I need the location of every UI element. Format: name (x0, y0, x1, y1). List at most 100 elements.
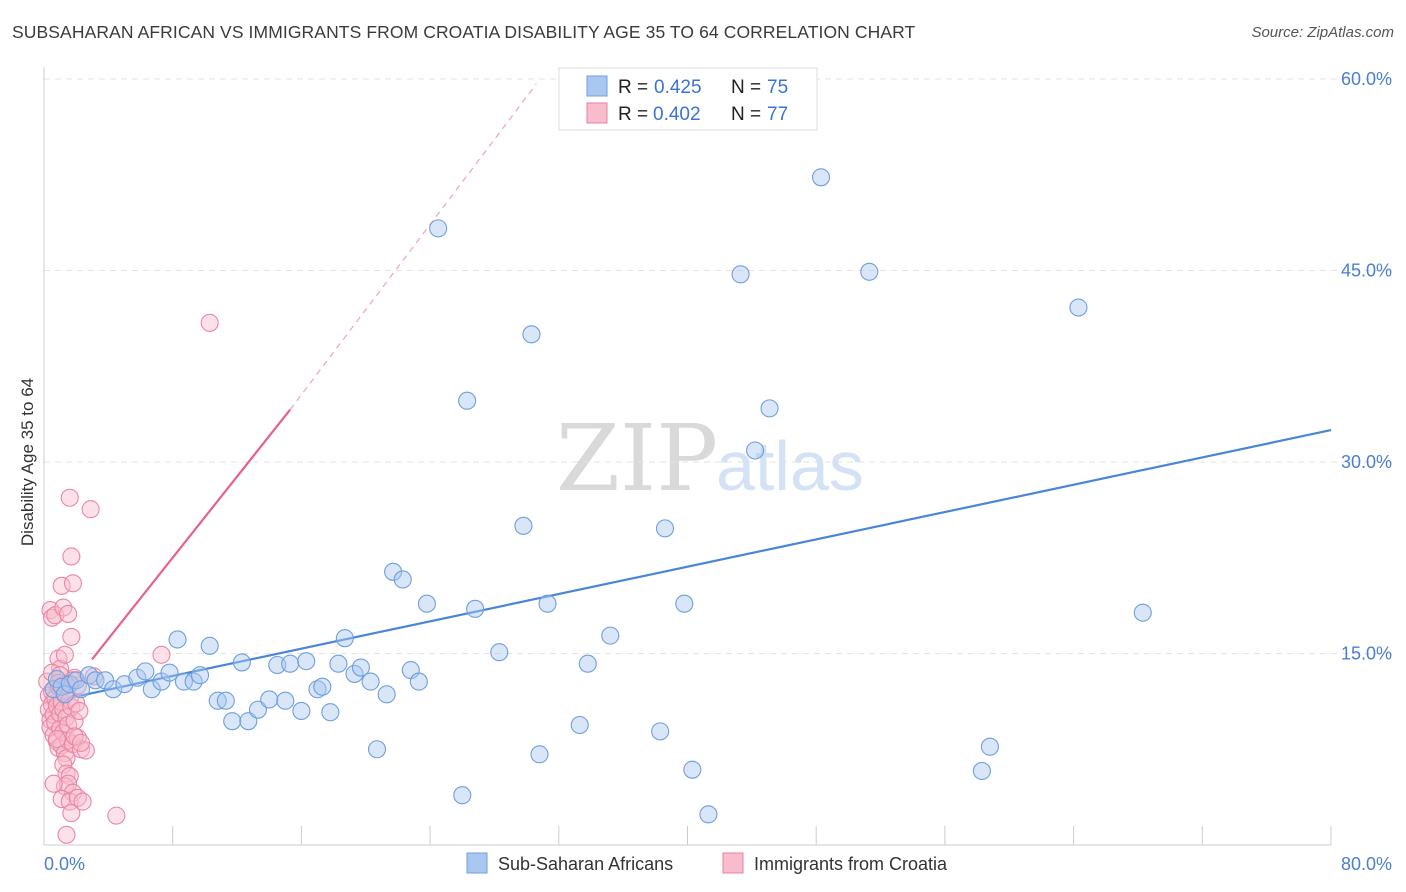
trend-line-subsaharan (43, 429, 1332, 705)
point-subsaharan (216, 691, 235, 710)
y-tick-label: 60.0% (1341, 69, 1392, 89)
legend-swatch-subsaharan (586, 75, 608, 97)
point-subsaharan (174, 672, 194, 691)
source-credit: Source: ZipAtlas.com (1251, 24, 1394, 41)
legend-n-value-croatia: 77 (767, 104, 788, 125)
legend-n-value-subsaharan: 75 (767, 77, 788, 98)
gridlines (44, 78, 1392, 654)
point-croatia (59, 604, 78, 623)
point-subsaharan (367, 740, 387, 759)
point-croatia (200, 313, 219, 332)
point-subsaharan (184, 672, 203, 691)
trend-line-croatia-extrapolated (289, 83, 537, 411)
point-subsaharan (522, 325, 541, 344)
point-subsaharan (86, 671, 105, 690)
point-croatia (70, 701, 89, 721)
point-subsaharan (71, 680, 91, 699)
point-subsaharan (980, 737, 999, 756)
point-subsaharan (260, 690, 279, 709)
bottom-legend-swatch-croatia (722, 852, 744, 874)
point-croatia (52, 576, 71, 595)
point-subsaharan (190, 666, 210, 685)
point-subsaharan (514, 516, 533, 535)
point-croatia (81, 500, 100, 519)
y-axis-label: Disability Age 35 to 64 (18, 378, 37, 546)
watermark: ZIP atlas (556, 405, 864, 512)
point-subsaharan (651, 722, 670, 741)
point-subsaharan (351, 658, 370, 677)
point-subsaharan (570, 715, 589, 735)
point-subsaharan (268, 655, 287, 675)
point-subsaharan (297, 652, 316, 671)
point-croatia (62, 547, 81, 566)
trend-lines (43, 83, 1332, 705)
point-subsaharan (409, 672, 428, 691)
point-subsaharan (538, 594, 557, 613)
point-subsaharan (136, 662, 155, 681)
series-legend: Sub-Saharan Africans Immigrants from Cro… (466, 852, 948, 874)
point-subsaharan (683, 760, 702, 779)
point-croatia (63, 574, 83, 593)
point-subsaharan (760, 399, 779, 418)
legend-n-label-subsaharan: N = (731, 77, 761, 98)
point-subsaharan (1069, 298, 1088, 317)
point-croatia (71, 733, 91, 752)
point-subsaharan (384, 562, 403, 581)
point-subsaharan (104, 680, 123, 699)
bottom-legend-label-croatia: Immigrants from Croatia (754, 854, 948, 874)
point-subsaharan (972, 761, 991, 781)
chart-title: SUBSAHARAN AFRICAN VS IMMIGRANTS FROM CR… (12, 22, 916, 42)
point-croatia (60, 488, 79, 507)
point-subsaharan (160, 663, 179, 682)
point-subsaharan (308, 680, 327, 699)
point-subsaharan (393, 570, 412, 589)
point-croatia (62, 627, 81, 646)
point-subsaharan (232, 653, 251, 672)
point-subsaharan (321, 703, 340, 722)
point-subsaharan (335, 629, 354, 648)
point-subsaharan (168, 630, 187, 649)
point-subsaharan (860, 262, 879, 281)
point-subsaharan (248, 700, 268, 719)
y-tick-label: 45.0% (1341, 261, 1392, 281)
point-subsaharan (601, 626, 620, 645)
point-subsaharan (746, 441, 765, 460)
point-subsaharan (281, 654, 300, 673)
point-subsaharan (329, 654, 348, 673)
axes (43, 67, 1332, 846)
point-subsaharan (292, 701, 311, 721)
point-subsaharan (313, 677, 332, 696)
point-subsaharan (655, 519, 675, 538)
point-croatia (62, 804, 81, 823)
legend-r-value-subsaharan: 0.425 (654, 77, 702, 98)
bottom-legend-swatch-subsaharan (466, 852, 488, 874)
point-subsaharan (223, 712, 242, 731)
point-subsaharan (429, 219, 448, 238)
x-tick-label-max: 80.0% (1341, 854, 1392, 874)
point-croatia (65, 727, 84, 746)
point-subsaharan (345, 664, 364, 683)
point-croatia (73, 792, 92, 811)
data-points (38, 168, 1152, 844)
watermark-zip: ZIP (556, 405, 718, 512)
point-subsaharan (458, 391, 477, 410)
point-croatia (59, 774, 78, 793)
legend-r-label-subsaharan: R = (618, 77, 648, 98)
trend-line-croatia (91, 408, 292, 661)
point-subsaharan (200, 636, 219, 655)
correlation-legend: R = 0.425 N = 75 R = 0.402 N = 77 (558, 67, 818, 131)
point-croatia (55, 645, 74, 664)
point-croatia (107, 806, 126, 825)
point-croatia (152, 645, 171, 664)
point-croatia (47, 729, 66, 749)
point-subsaharan (490, 643, 509, 662)
legend-swatch-croatia (586, 102, 608, 124)
bottom-legend-label-subsaharan: Sub-Saharan Africans (498, 854, 673, 874)
point-subsaharan (530, 745, 549, 764)
watermark-atlas: atlas (716, 427, 864, 505)
y-tick-label: 15.0% (1341, 644, 1392, 664)
point-subsaharan (699, 805, 718, 824)
point-subsaharan (417, 594, 436, 613)
point-subsaharan (276, 691, 295, 710)
legend-r-label-croatia: R = (618, 104, 648, 125)
